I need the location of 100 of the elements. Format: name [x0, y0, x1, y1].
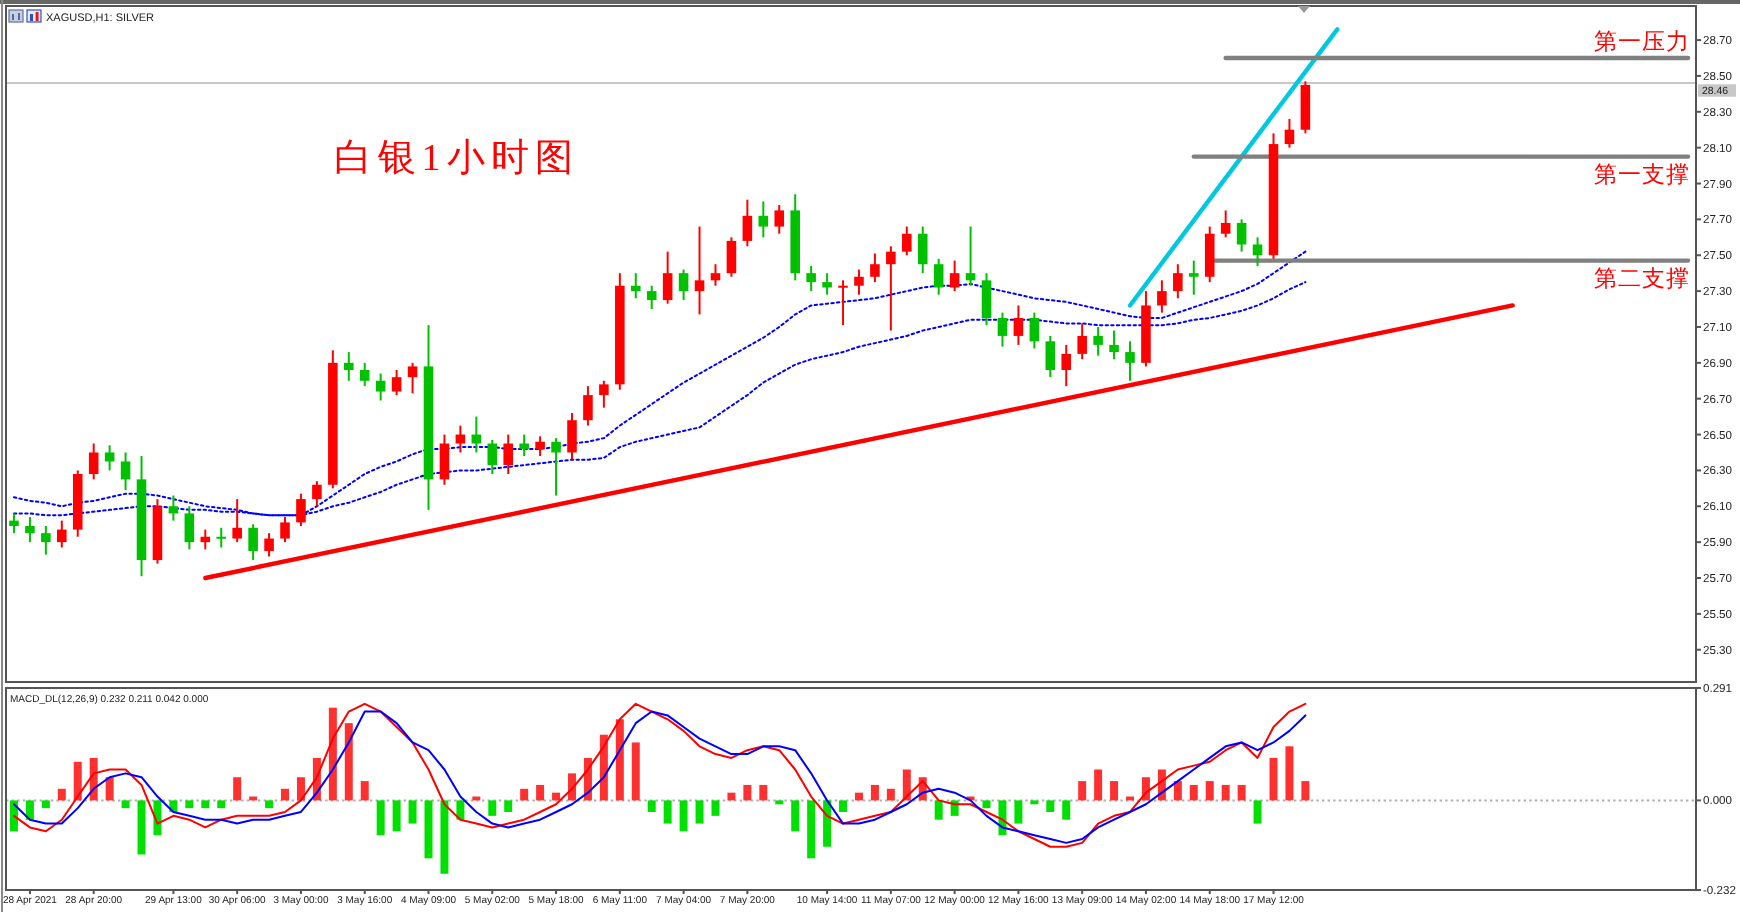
bar [233, 777, 242, 801]
candlestick [104, 444, 115, 472]
candlestick [678, 268, 689, 302]
candlestick [519, 433, 529, 458]
candlestick [726, 236, 737, 278]
series-label: 第一支撑 [1594, 161, 1690, 188]
candlestick [503, 433, 513, 475]
candlestick [455, 424, 466, 454]
candlestick [1300, 80, 1311, 135]
candlestick [312, 480, 322, 508]
candlestick [1157, 279, 1167, 314]
candlestick [471, 415, 482, 454]
bar [695, 800, 704, 824]
bar [41, 800, 50, 809]
bar [791, 800, 800, 832]
candlestick [694, 225, 705, 316]
candlestick [854, 268, 864, 296]
candlestick [168, 494, 179, 522]
candlestick [1077, 322, 1087, 361]
bar [982, 800, 991, 809]
candlestick [1204, 225, 1215, 284]
candlestick [1189, 259, 1199, 296]
candlestick [774, 204, 785, 235]
candlestick [25, 516, 35, 544]
candlestick [296, 492, 306, 527]
bar [328, 707, 337, 801]
series-label: 第一压力 [1594, 29, 1690, 56]
candlestick [567, 412, 577, 461]
candlestick [1220, 209, 1231, 239]
candlestick [583, 385, 593, 427]
bar [520, 788, 529, 801]
bar [615, 719, 624, 801]
bar [440, 800, 449, 874]
candlestick [599, 379, 609, 409]
bar [1014, 800, 1023, 824]
candlestick [1013, 304, 1024, 346]
candlestick [981, 272, 992, 327]
bar [1110, 781, 1119, 801]
candlestick [965, 225, 976, 287]
bar [73, 761, 82, 801]
candlestick [949, 259, 960, 293]
candlestick [359, 361, 370, 388]
candlestick [216, 526, 227, 549]
candlestick [822, 272, 832, 296]
candlestick [662, 250, 673, 305]
bar [1301, 781, 1310, 801]
candlestick [646, 284, 657, 311]
candlestick [758, 200, 769, 239]
candlestick [439, 433, 450, 486]
bar [1062, 800, 1071, 820]
bar [392, 800, 401, 832]
bar [536, 784, 545, 801]
candlestick [1284, 117, 1295, 149]
candlestick [280, 516, 290, 544]
bar [217, 800, 226, 809]
bar [854, 792, 863, 801]
candlestick [997, 311, 1008, 348]
bar [408, 800, 417, 824]
bar [727, 792, 736, 801]
bar [25, 800, 34, 820]
bar [1078, 781, 1087, 801]
bar [281, 788, 289, 801]
candlestick [1061, 343, 1072, 388]
bar [376, 800, 385, 836]
bar [1237, 784, 1246, 801]
bar [137, 800, 146, 855]
candlestick [1173, 263, 1183, 300]
bar [1221, 784, 1230, 801]
bar [679, 800, 688, 832]
candlestick [535, 435, 545, 458]
bar [456, 800, 465, 820]
candlestick [630, 272, 641, 300]
candlestick [88, 442, 99, 481]
candlestick [407, 361, 418, 395]
candlestick [264, 532, 274, 558]
candlestick [902, 225, 912, 257]
bar [759, 784, 768, 801]
candlestick [41, 525, 51, 556]
bar [743, 784, 752, 801]
bar [1253, 800, 1262, 824]
candlestick [1252, 236, 1263, 267]
bar [902, 769, 911, 801]
candlestick [1125, 340, 1135, 382]
bar [1173, 781, 1182, 801]
candlestick [232, 498, 242, 544]
candlestick [933, 257, 944, 296]
bar [1285, 746, 1294, 801]
candlestick [184, 505, 195, 551]
candlestick [120, 451, 131, 492]
candlestick [806, 265, 816, 293]
bar [647, 800, 656, 812]
candlestick [710, 263, 721, 287]
bar [121, 800, 130, 809]
candlestick [1029, 311, 1040, 350]
candlestick [1109, 329, 1119, 361]
candlestick [9, 512, 19, 535]
bar [807, 800, 816, 859]
series-label: 第二支撑 [1594, 265, 1690, 292]
candlestick [838, 279, 848, 327]
bar [663, 800, 672, 824]
